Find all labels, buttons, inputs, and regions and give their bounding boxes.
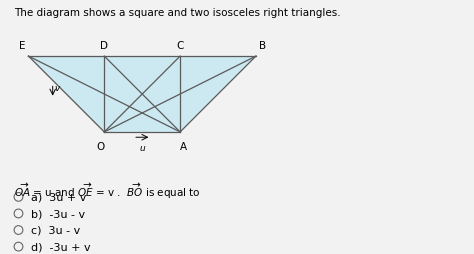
Text: $\overrightarrow{OA}$ = u and $\overrightarrow{OE}$ = v .  $\overrightarrow{BO}$: $\overrightarrow{OA}$ = u and $\overrigh… [14, 180, 201, 200]
Text: A: A [180, 141, 188, 151]
Text: B: B [259, 41, 266, 51]
Text: The diagram shows a square and two isosceles right triangles.: The diagram shows a square and two isosc… [14, 8, 341, 18]
Text: c)  3u - v: c) 3u - v [31, 225, 80, 235]
Text: a)  3u + v: a) 3u + v [31, 192, 86, 202]
Text: u: u [139, 143, 145, 152]
Text: d)  -3u + v: d) -3u + v [31, 241, 91, 251]
Text: v: v [55, 84, 60, 93]
Text: C: C [176, 41, 184, 51]
Text: b)  -3u - v: b) -3u - v [31, 208, 85, 218]
Text: D: D [100, 41, 108, 51]
Text: E: E [19, 41, 26, 51]
Text: O: O [96, 141, 105, 151]
Polygon shape [28, 57, 256, 132]
